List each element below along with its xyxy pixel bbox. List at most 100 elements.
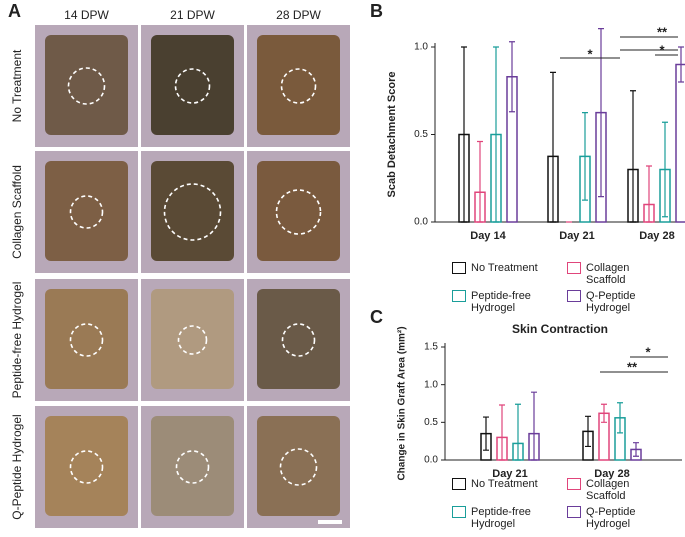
y-tick-label: 1.0 — [424, 379, 438, 390]
error-bar — [630, 90, 636, 223]
legend-item: Collagen Scaffold — [567, 262, 685, 286]
y-tick-label: 0.5 — [414, 129, 428, 140]
y-tick-label: 0.0 — [414, 217, 428, 228]
wound-graft — [45, 35, 128, 135]
wound-graft — [45, 416, 128, 516]
legend-label: Peptide-free Hydrogel — [471, 506, 531, 530]
legend-item: No Treatment — [452, 262, 567, 286]
y-tick-label: 0.0 — [424, 455, 438, 466]
column-label: 28 DPW — [276, 8, 321, 22]
panel-letter: B — [370, 1, 383, 21]
row-label: Q-Peptide Hydrogel — [10, 414, 24, 519]
legend-item: Collagen Scaffold — [567, 478, 685, 502]
legend-label: No Treatment — [471, 262, 538, 274]
error-bar — [633, 442, 639, 457]
wound-outline — [175, 450, 210, 484]
error-bar — [531, 391, 537, 461]
error-bar — [550, 71, 556, 223]
column-label: 14 DPW — [64, 8, 109, 22]
y-tick-label: 1.5 — [424, 342, 438, 353]
legend-swatch — [567, 290, 581, 302]
legend-label: Q-Peptide Hydrogel — [586, 290, 636, 314]
wound-graft — [151, 35, 234, 135]
row-label: Peptide-free Hydrogel — [10, 282, 24, 399]
legend-item: Peptide-free Hydrogel — [452, 290, 567, 314]
legend-label: No Treatment — [471, 478, 538, 490]
row-label: No Treatment — [10, 49, 24, 122]
scale-bar — [318, 520, 342, 524]
legend-swatch — [452, 290, 466, 302]
legend-label: Collagen Scaffold — [586, 262, 630, 286]
y-tick-label: 1.0 — [414, 42, 428, 53]
wound-outline — [69, 450, 104, 484]
legend-swatch — [567, 506, 581, 518]
error-bar — [515, 403, 521, 461]
legend-swatch — [567, 478, 581, 490]
panel-letter: A — [8, 1, 21, 21]
legend-item: Q-Peptide Hydrogel — [567, 506, 685, 530]
column-label: 21 DPW — [170, 8, 215, 22]
legend-item: Q-Peptide Hydrogel — [567, 290, 685, 314]
wound-graft — [257, 289, 340, 389]
legend: No Treatment Collagen Scaffold Peptide-fre… — [452, 262, 685, 314]
wound-outline — [177, 325, 208, 355]
significance-label: * — [645, 344, 651, 359]
legend-label: Peptide-free Hydrogel — [471, 290, 531, 314]
error-bar — [477, 140, 483, 223]
legend-label: Q-Peptide Hydrogel — [586, 506, 636, 530]
error-bar — [585, 415, 591, 448]
wound-graft — [257, 35, 340, 135]
error-bar — [617, 402, 623, 434]
y-tick-label: 0.5 — [424, 417, 438, 428]
y-axis-label: Change in Skin Graft Area (mm²) — [397, 326, 408, 480]
significance-label: * — [587, 46, 593, 61]
error-bar — [662, 121, 668, 218]
wound-outline — [281, 323, 316, 357]
x-tick-label: Day 14 — [470, 230, 506, 242]
x-tick-label: Day 28 — [594, 468, 629, 480]
wound-outline — [67, 67, 106, 105]
error-bar — [601, 403, 607, 423]
wound-outline — [275, 189, 322, 235]
wound-graft — [151, 289, 234, 389]
error-bar — [493, 46, 499, 223]
legend-swatch — [452, 478, 466, 490]
row-label: Collagen Scaffold — [10, 165, 24, 259]
legend-item: Peptide-free Hydrogel — [452, 506, 567, 530]
legend-label: Collagen Scaffold — [586, 478, 630, 502]
wound-outline — [69, 323, 104, 357]
legend-item: No Treatment — [452, 478, 567, 502]
y-axis-label: Scab Detachment Score — [386, 72, 398, 198]
x-tick-label: Day 28 — [639, 230, 674, 242]
error-bar — [582, 112, 588, 201]
legend-swatch — [452, 506, 466, 518]
wound-graft — [45, 161, 128, 261]
wound-graft — [151, 161, 234, 261]
error-bar — [461, 46, 467, 223]
wound-graft — [257, 416, 340, 516]
error-bar — [646, 165, 652, 223]
legend: No Treatment Collagen Scaffold Peptide-fre… — [452, 478, 685, 530]
wound-graft — [45, 289, 128, 389]
wound-outline — [280, 68, 317, 104]
wound-graft — [151, 416, 234, 516]
x-tick-label: Day 21 — [559, 230, 594, 242]
x-tick-label: Day 21 — [492, 468, 527, 480]
error-bar — [509, 41, 515, 113]
wound-outline — [279, 448, 318, 486]
error-bar — [483, 416, 489, 451]
error-bar — [598, 28, 604, 198]
wound-outline — [174, 68, 211, 104]
error-bar — [499, 404, 505, 461]
panel-letter: C — [370, 307, 383, 327]
legend-swatch — [567, 262, 581, 274]
wound-graft — [257, 161, 340, 261]
bar — [675, 63, 685, 223]
legend-swatch — [452, 262, 466, 274]
error-bar — [678, 46, 684, 83]
significance-label: ** — [657, 24, 668, 39]
wound-outline — [69, 195, 104, 229]
wound-outline — [163, 183, 222, 241]
